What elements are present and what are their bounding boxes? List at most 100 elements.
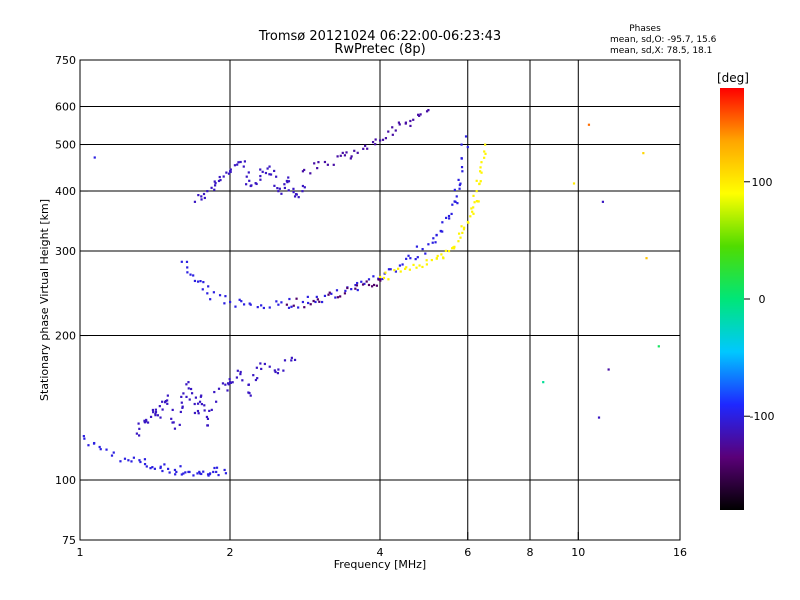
data-point: [477, 200, 480, 203]
data-point: [415, 245, 419, 248]
data-point: [364, 144, 367, 147]
data-point: [301, 300, 305, 304]
data-point: [451, 203, 454, 206]
data-point: [355, 284, 359, 287]
data-point: [398, 123, 401, 126]
x-tick-label: 1: [77, 546, 84, 559]
data-point: [185, 383, 188, 386]
data-point: [460, 225, 463, 228]
data-point: [215, 466, 219, 469]
y-tick-label: 300: [55, 245, 76, 258]
data-point: [312, 299, 315, 303]
data-point: [297, 196, 300, 199]
data-point: [607, 368, 610, 371]
data-point: [341, 151, 344, 155]
y-tick-label: 400: [55, 185, 76, 198]
data-point: [188, 398, 191, 401]
data-point: [229, 300, 232, 304]
data-point: [196, 402, 200, 405]
data-point: [198, 400, 202, 403]
data-point: [290, 359, 293, 362]
grid: [80, 60, 680, 540]
data-point: [336, 155, 339, 158]
data-point: [277, 303, 280, 306]
data-point: [472, 206, 475, 209]
data-point: [473, 201, 476, 204]
data-point: [339, 295, 342, 298]
data-point: [372, 275, 375, 278]
data-point: [255, 366, 258, 369]
data-point: [435, 234, 438, 237]
data-point: [208, 409, 211, 413]
data-point: [421, 247, 424, 251]
colorbar-unit: [deg]: [717, 71, 749, 85]
data-point: [203, 196, 206, 200]
data-point: [287, 176, 290, 179]
data-point: [460, 157, 463, 160]
y-tick-label: 600: [55, 101, 76, 114]
data-point: [248, 302, 251, 305]
data-point: [323, 294, 327, 297]
data-point: [161, 400, 164, 403]
data-point: [471, 210, 474, 213]
data-point: [463, 226, 466, 229]
data-point: [189, 387, 193, 391]
data-point: [459, 182, 462, 185]
data-point: [228, 378, 231, 381]
data-point: [276, 187, 279, 190]
data-point: [297, 306, 300, 309]
data-point: [349, 157, 352, 160]
data-point: [436, 254, 439, 258]
data-point: [247, 383, 250, 386]
data-point: [217, 473, 220, 477]
data-point: [448, 217, 451, 220]
data-point: [375, 284, 379, 287]
data-point: [178, 423, 181, 426]
data-point: [213, 390, 216, 394]
data-point: [427, 109, 430, 112]
data-point: [394, 270, 398, 273]
data-point: [314, 300, 317, 304]
data-point: [362, 147, 365, 150]
data-point: [158, 405, 161, 408]
data-point: [384, 271, 387, 274]
y-axis: 75 100 200 300 400 500 600 750: [55, 54, 88, 547]
data-point: [161, 408, 164, 411]
data-point: [214, 181, 217, 185]
data-point: [457, 178, 460, 181]
data-point: [212, 291, 215, 294]
data-point: [146, 421, 150, 424]
data-point: [288, 297, 291, 301]
data-point: [138, 427, 141, 430]
data-point: [224, 295, 227, 298]
data-point: [371, 140, 375, 144]
data-point: [193, 200, 197, 203]
data-point: [335, 289, 339, 292]
data-point: [254, 182, 257, 185]
data-point: [259, 178, 262, 181]
data-point: [399, 270, 402, 273]
data-point: [361, 283, 365, 286]
data-point: [138, 459, 141, 462]
data-point: [447, 250, 451, 253]
data-point: [149, 415, 153, 418]
data-point: [87, 444, 90, 447]
chart-title: Tromsø 20121024 06:22:00-06:23:43: [258, 29, 501, 44]
data-point: [239, 373, 242, 376]
data-point: [98, 445, 101, 449]
data-point: [483, 150, 486, 153]
data-point: [123, 457, 127, 460]
data-point: [334, 296, 337, 299]
data-point: [248, 391, 251, 395]
data-point: [221, 382, 225, 385]
data-point: [274, 370, 277, 374]
data-point: [233, 164, 237, 167]
data-point: [209, 472, 212, 475]
data-point: [457, 232, 461, 235]
data-point: [264, 171, 268, 175]
data-point: [203, 404, 206, 407]
data-point: [156, 414, 160, 417]
data-point: [93, 156, 96, 159]
data-point: [93, 441, 96, 445]
